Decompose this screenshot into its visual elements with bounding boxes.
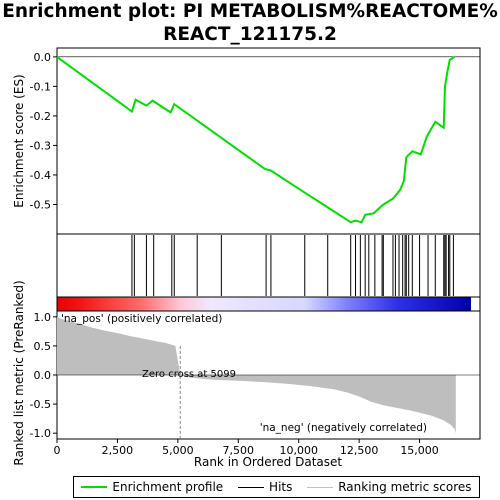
chart-title-line2: REACT_121175.2 (163, 24, 337, 45)
hit-lines (131, 235, 454, 296)
ranking-y-ticks: 1.0 0.5 0.0 -0.5 -1.0 (30, 311, 57, 440)
enrichment-profile-line (56, 56, 456, 224)
enrichment-y-tick-label: -0.3 (30, 139, 51, 152)
enrichment-y-tick-label: 0.0 (34, 51, 52, 64)
chart-title: Enrichment plot: PI METABOLISM%REACTOME%… (0, 0, 500, 46)
negative-correlation-label: 'na_neg' (negatively correlated) (260, 422, 427, 434)
legend-ranking-swatch (307, 486, 334, 488)
ranking-y-tick-label: 0.5 (34, 340, 52, 353)
hits-panel (56, 233, 481, 298)
legend-item-ranking: Ranking metric scores (307, 480, 472, 494)
ranking-x-tick-label: 2,500 (102, 444, 134, 457)
legend-enrichment-swatch (81, 486, 108, 488)
enrichment-y-tick-label: -0.2 (30, 110, 51, 123)
ranking-x-ticks: 0 2,500 5,000 7,500 10,000 12,500 15,000 (54, 439, 439, 457)
positive-correlation-label: 'na_pos' (positively correlated) (61, 313, 222, 325)
ranking-x-tick-label: 0 (54, 444, 61, 457)
legend-item-enrichment: Enrichment profile (81, 480, 223, 494)
ranking-panel: 1.0 0.5 0.0 -0.5 -1.0 0 2,500 5,000 7,500 10,000… (12, 280, 481, 469)
ranking-color-bar (56, 296, 481, 312)
ranking-y-tick-label: -1.0 (30, 427, 51, 440)
enrichment-y-ticks: 0.0 -0.1 -0.2 -0.3 -0.4 -0.5 (30, 51, 57, 211)
enrichment-y-tick-label: -0.5 (30, 198, 51, 211)
enrichment-y-tick-label: -0.1 (30, 80, 51, 93)
hits-frame (56, 233, 481, 298)
enrichment-y-tick-label: -0.4 (30, 169, 51, 182)
zero-cross-label: Zero cross at 5099 (142, 369, 236, 380)
legend: Enrichment profile Hits Ranking metric s… (73, 476, 480, 498)
ranking-y-tick-label: -0.5 (30, 398, 51, 411)
ranking-y-axis-label: Ranked list metric (PreRanked) (12, 280, 26, 465)
ranking-x-tick-label: 5,000 (162, 444, 194, 457)
enrichment-plot-frame (56, 47, 481, 235)
legend-ranking-label: Ranking metric scores (338, 480, 472, 494)
ranking-x-tick-label: 10,000 (279, 444, 318, 457)
enrichment-y-axis-label: Enrichment score (ES) (12, 74, 26, 207)
chart-title-line1: Enrichment plot: PI METABOLISM%REACTOME% (2, 1, 498, 22)
ranking-y-tick-label: 1.0 (34, 311, 52, 324)
legend-hits-swatch (238, 486, 265, 488)
enrichment-panel: 0.0 -0.1 -0.2 -0.3 -0.4 -0.5 Enrichment score… (12, 47, 481, 235)
ranking-x-tick-label: 7,500 (223, 444, 255, 457)
ranking-x-tick-label: 12,500 (340, 444, 379, 457)
ranking-x-axis-label: Rank in Ordered Dataset (194, 455, 342, 469)
legend-enrichment-label: Enrichment profile (112, 480, 224, 494)
color-bar-gradient (57, 297, 471, 311)
ranking-y-tick-label: 0.0 (34, 369, 52, 382)
ranking-x-tick-label: 15,000 (400, 444, 439, 457)
legend-hits-label: Hits (269, 480, 293, 494)
legend-item-hits: Hits (238, 480, 292, 494)
